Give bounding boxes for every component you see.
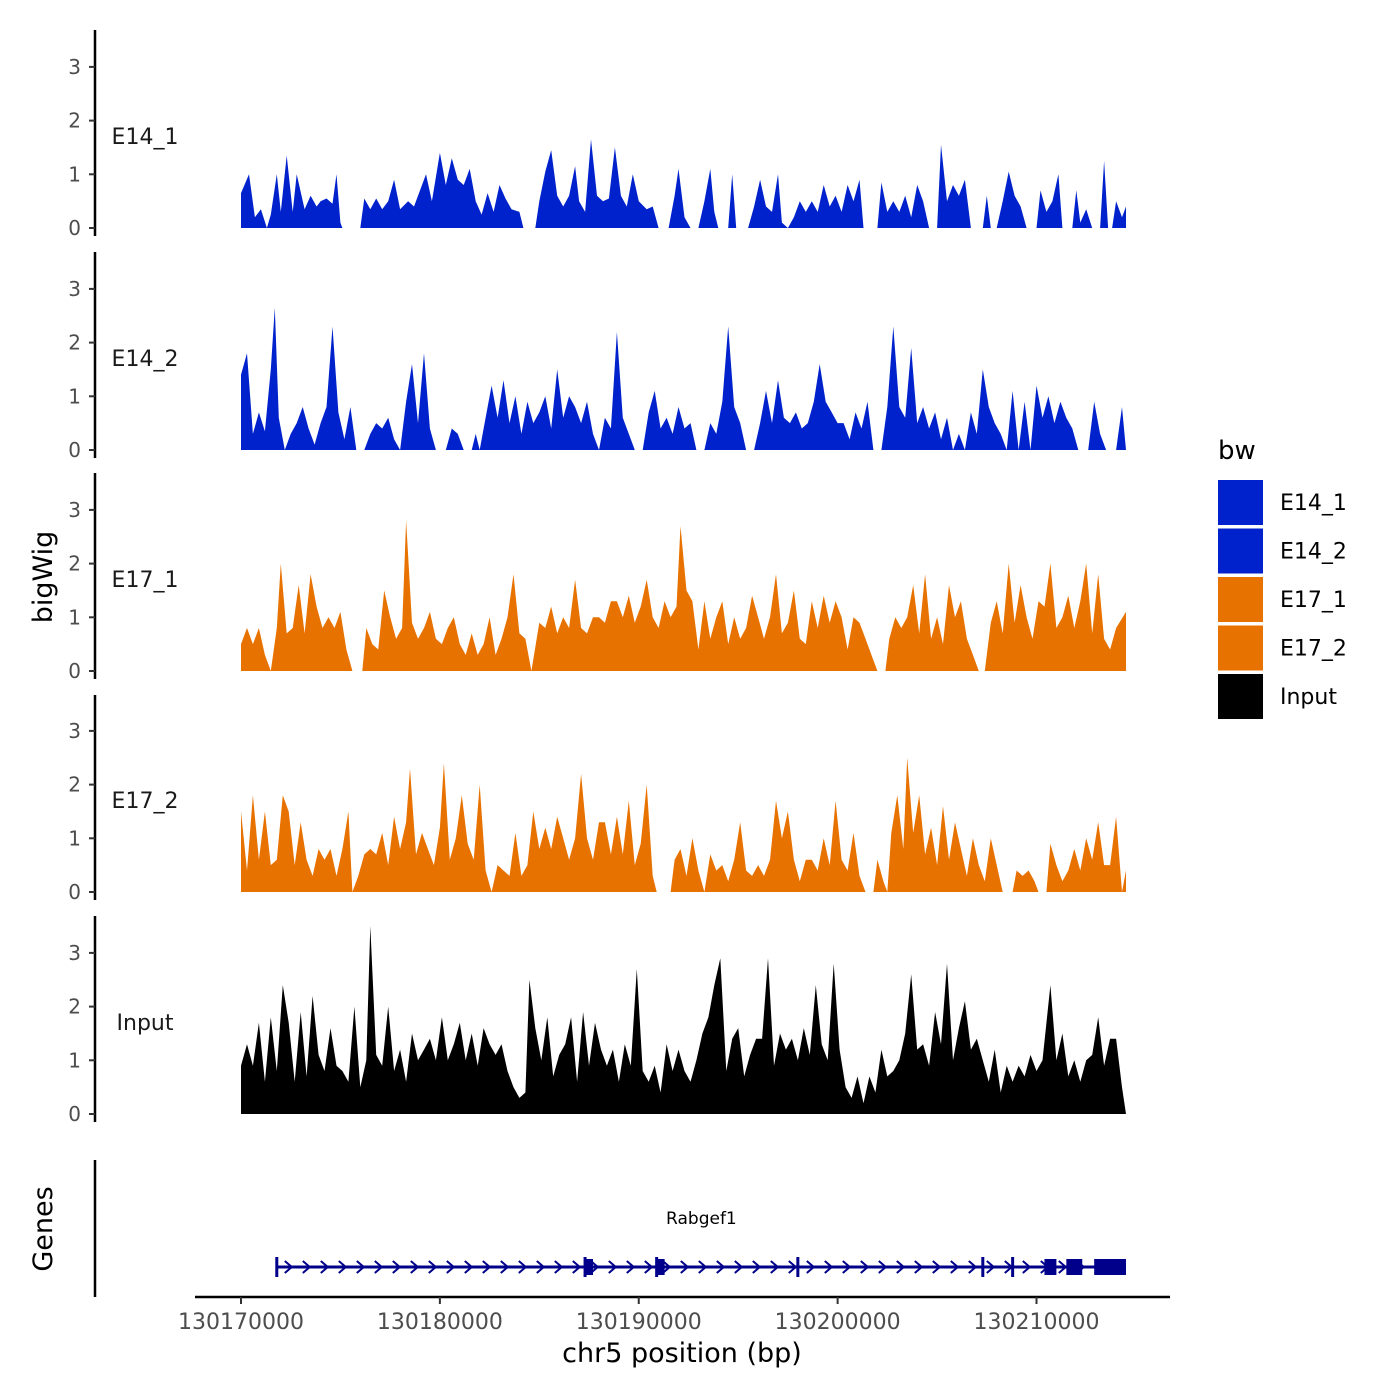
strand-arrow [788,1260,798,1274]
strand-arrow [968,1260,978,1274]
strand-arrow [608,1260,618,1274]
x-axis-title: chr5 position (bp) [562,1338,802,1369]
strand-arrow [356,1260,366,1274]
y-tick-label: 0 [68,216,81,240]
gene-label-Rabgef1: Rabgef1 [666,1209,737,1229]
track-label-E17_1: E17_1 [112,568,179,593]
strand-arrow [554,1260,564,1274]
x-tick-label: 130200000 [775,1310,901,1335]
legend-swatch-E17_2 [1218,625,1263,671]
exon [585,1259,594,1275]
strand-arrow [518,1260,528,1274]
exon [1094,1259,1126,1275]
strand-arrow [500,1260,510,1274]
y-tick-label: 0 [68,659,81,683]
y-tick-label: 3 [68,941,81,965]
strand-arrow [536,1260,546,1274]
y-tick-label: 3 [68,277,81,301]
x-tick-label: 130210000 [974,1310,1100,1335]
area-Input [241,926,1126,1114]
legend-title: bw [1218,436,1256,466]
x-tick-label: 130180000 [377,1310,503,1335]
y-tick-label: 3 [68,719,81,743]
strand-arrow [482,1260,492,1274]
y-tick-label: 2 [68,552,81,576]
legend-swatch-E14_2 [1218,528,1263,574]
strand-arrow [392,1260,402,1274]
strand-arrow [824,1260,834,1274]
exon [656,1259,665,1275]
strand-arrow [878,1260,888,1274]
strand-arrow [896,1260,906,1274]
y-tick-label: 1 [68,1048,81,1072]
y-tick-label: 3 [68,498,81,522]
strand-arrow [572,1260,582,1274]
legend-label-E17_2: E17_2 [1280,637,1347,662]
strand-arrow [860,1260,870,1274]
strand-arrow [446,1260,456,1274]
y-tick-label: 0 [68,880,81,904]
strand-arrow [842,1260,852,1274]
y-tick-label: 2 [68,773,81,797]
strand-arrow [374,1260,384,1274]
strand-arrow [626,1260,636,1274]
strand-arrow [284,1260,294,1274]
legend-swatch-Input [1218,674,1263,719]
strand-arrow [932,1260,942,1274]
exon [1066,1259,1083,1275]
y-tick-label: 3 [68,55,81,79]
area-E17_2 [241,757,1126,892]
strand-arrow [716,1260,726,1274]
legend-label-Input: Input [1280,685,1337,710]
strand-arrow [680,1260,690,1274]
area-E14_1 [241,139,1126,228]
track-label-Input: Input [117,1011,174,1036]
strand-arrow [1022,1260,1032,1274]
strand-arrow [770,1260,780,1274]
legend-label-E14_1: E14_1 [1280,491,1347,516]
y-tick-label: 1 [68,384,81,408]
x-tick-label: 130190000 [576,1310,702,1335]
strand-arrow [590,1260,600,1274]
y-tick-label: 2 [68,109,81,133]
strand-arrow [302,1260,312,1274]
area-E17_1 [241,520,1126,671]
strand-arrow [464,1260,474,1274]
y-tick-label: 0 [68,438,81,462]
x-tick-label: 130170000 [178,1310,304,1335]
strand-arrow [806,1260,816,1274]
strand-arrow [734,1260,744,1274]
strand-arrow [698,1260,708,1274]
y-tick-label: 1 [68,162,81,186]
strand-arrow [320,1260,330,1274]
strand-arrow [662,1260,672,1274]
legend-swatch-E17_1 [1218,577,1263,622]
strand-arrow [950,1260,960,1274]
genes-axis-title: Genes [28,1186,59,1271]
y-tick-label: 1 [68,605,81,629]
strand-arrow [914,1260,924,1274]
area-E14_2 [241,307,1126,450]
y-tick-label: 2 [68,331,81,355]
strand-arrow [752,1260,762,1274]
track-label-E14_1: E14_1 [112,125,179,150]
legend-swatch-E14_1 [1218,480,1263,525]
exon [1044,1259,1057,1275]
y-tick-label: 0 [68,1102,81,1126]
y-axis-title: bigWig [28,531,59,624]
legend-label-E17_1: E17_1 [1280,588,1347,613]
strand-arrow [428,1260,438,1274]
y-tick-label: 2 [68,995,81,1019]
legend-label-E14_2: E14_2 [1280,540,1347,565]
strand-arrow [644,1260,654,1274]
track-label-E17_2: E17_2 [112,789,179,814]
y-tick-label: 1 [68,826,81,850]
track-label-E14_2: E14_2 [112,347,179,372]
strand-arrow [410,1260,420,1274]
strand-arrow [986,1260,996,1274]
strand-arrow [1058,1260,1068,1274]
strand-arrow [338,1260,348,1274]
